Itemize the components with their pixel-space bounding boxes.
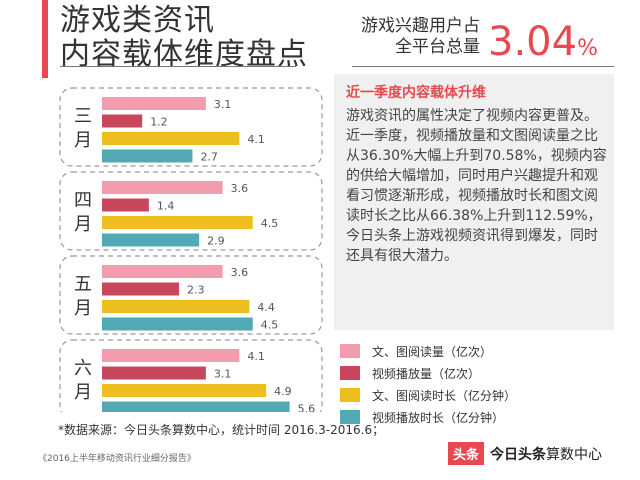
- share-label-line2: 全平台总量: [395, 37, 480, 57]
- data-label: 1.4: [157, 200, 175, 213]
- bar: [102, 265, 223, 278]
- bar: [102, 317, 253, 331]
- category-label: 月: [74, 382, 92, 403]
- bar: [102, 181, 223, 194]
- bar: [102, 216, 253, 229]
- brand-logo: 头条 今日头条 算数中心: [448, 442, 602, 465]
- data-label: 1.2: [150, 116, 168, 129]
- bar: [102, 300, 250, 313]
- brand-subtitle: 算数中心: [546, 446, 603, 463]
- data-label: 2.7: [200, 151, 218, 164]
- bar: [102, 97, 206, 110]
- legend-item: 文、图阅读时长（亿分钟）: [340, 384, 516, 406]
- month-group-box: [59, 171, 323, 251]
- title-accent-bar: [42, 0, 48, 78]
- month-group-box: [59, 339, 323, 412]
- bar: [102, 401, 290, 412]
- bar: [102, 366, 206, 380]
- bar: [102, 282, 180, 296]
- data-label: 2.3: [187, 284, 205, 297]
- page-title-line1: 游戏类资讯: [60, 3, 215, 38]
- bar: [102, 114, 143, 128]
- share-unit: %: [577, 36, 598, 61]
- data-label: 4.1: [247, 133, 265, 146]
- legend-swatch: [340, 344, 360, 358]
- chart-legend: 文、图阅读量（亿次） 视频播放量（亿次） 文、图阅读时长（亿分钟） 视频播放时长…: [340, 340, 516, 428]
- brand-badge: 头条: [448, 442, 485, 465]
- bar: [102, 349, 240, 362]
- panel-body: 游戏资讯的属性决定了视频内容更普及。近一季度，视频播放量和文图阅读量之比从36.…: [346, 108, 607, 264]
- title-underline: [60, 66, 296, 67]
- legend-item: 视频播放时长（亿分钟）: [340, 406, 516, 428]
- legend-item: 视频播放量（亿次）: [340, 362, 516, 384]
- data-label: 4.4: [257, 301, 275, 314]
- month-group-box: [59, 255, 323, 335]
- data-label: 5.6: [298, 403, 316, 413]
- data-label: 4.5: [261, 319, 279, 332]
- share-label: 游戏兴趣用户占 全平台总量: [332, 16, 480, 58]
- bar: [102, 132, 240, 145]
- data-source-note: *数据来源：今日头条算数中心，统计时间 2016.3-2016.6；: [58, 423, 385, 437]
- data-label: 3.1: [214, 98, 232, 111]
- month-group-box: [59, 87, 323, 167]
- legend-swatch: [340, 366, 360, 380]
- data-label: 2.9: [207, 235, 225, 248]
- share-label-line1: 游戏兴趣用户占: [361, 16, 480, 36]
- category-label: 月: [74, 130, 92, 151]
- report-name: 《2016上半年移动资讯行业细分报告》: [38, 454, 196, 464]
- data-label: 3.1: [214, 368, 232, 381]
- bar: [102, 198, 149, 212]
- bar-chart: 三月3.11.24.12.7四月3.61.44.52.9五月3.62.34.44…: [59, 87, 323, 413]
- legend-swatch: [340, 388, 360, 402]
- category-label: 六: [74, 358, 92, 379]
- legend-label: 视频播放量（亿次）: [372, 366, 481, 381]
- data-label: 4.1: [247, 350, 265, 363]
- bar: [102, 233, 200, 247]
- page-title: 游戏类资讯 内容载体维度盘点: [60, 4, 308, 72]
- legend-label: 视频播放时长（亿分钟）: [372, 410, 505, 425]
- data-label: 4.5: [261, 217, 279, 230]
- brand-name: 今日头条: [490, 446, 547, 463]
- data-label: 4.9: [274, 385, 292, 398]
- bar: [102, 149, 193, 163]
- bar: [102, 384, 267, 397]
- page-title-line2: 内容载体维度盘点: [60, 37, 308, 72]
- data-label: 3.6: [231, 266, 249, 279]
- category-label: 四: [74, 190, 92, 211]
- panel-title: 近一季度内容载体升维: [346, 85, 486, 101]
- legend-label: 文、图阅读时长（亿分钟）: [372, 388, 517, 403]
- category-label: 月: [74, 214, 92, 235]
- share-underline: [352, 66, 614, 67]
- share-value: 3.04%: [488, 20, 598, 71]
- legend-label: 文、图阅读量（亿次）: [372, 344, 493, 359]
- data-label: 3.6: [231, 182, 249, 195]
- category-label: 五: [74, 274, 92, 295]
- legend-swatch: [340, 410, 360, 424]
- share-number: 3.04: [488, 19, 578, 65]
- category-label: 月: [74, 298, 92, 319]
- category-label: 三: [74, 106, 92, 127]
- insight-panel: 近一季度内容载体升维 游戏资讯的属性决定了视频内容更普及。近一季度，视频播放量和…: [334, 74, 614, 330]
- legend-item: 文、图阅读量（亿次）: [340, 340, 516, 362]
